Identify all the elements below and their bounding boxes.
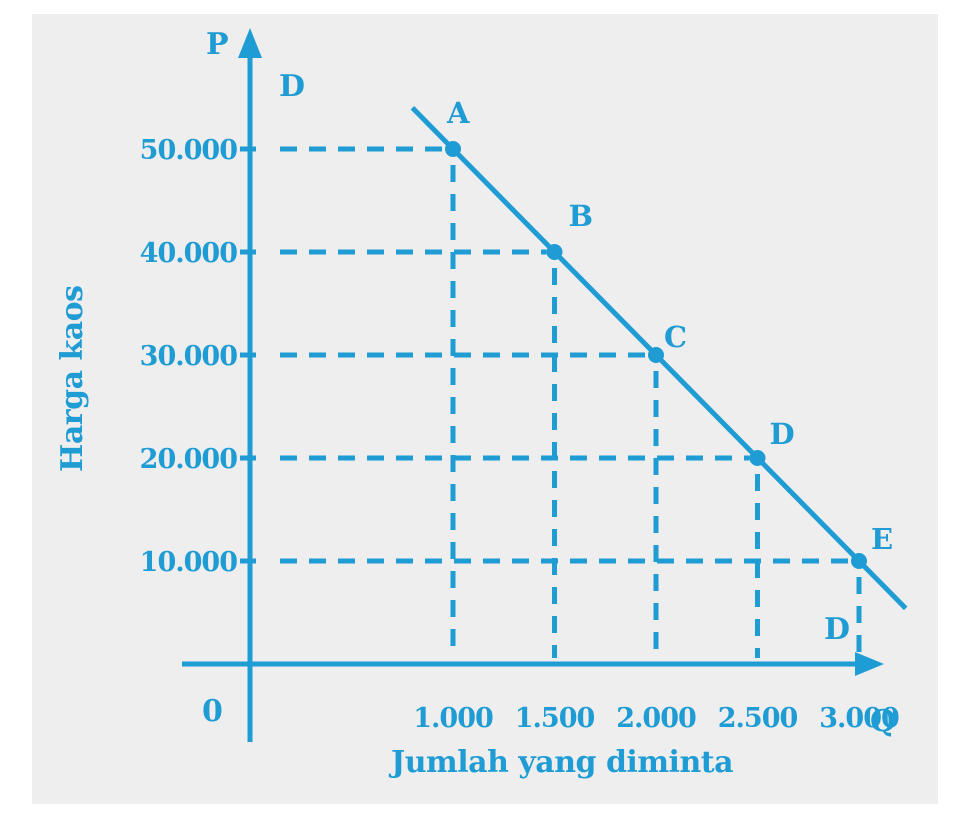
x-tick-label: 2.000 — [616, 703, 696, 734]
tick-marks: 10.000 20.000 30.000 40.000 50.000 1.000 1.500… — [140, 135, 900, 734]
chart-svg: 10.000 20.000 30.000 40.000 50.000 1.000 1.500… — [55, 27, 908, 780]
demand-chart: 10.000 20.000 30.000 40.000 50.000 1.000 1.500… — [32, 14, 938, 804]
data-point-label: B — [569, 199, 594, 233]
x-tick-label: 3.000 — [819, 703, 899, 734]
y-axis-symbol: P — [206, 27, 228, 62]
y-axis-title: Harga kaos — [55, 285, 90, 472]
x-axis-title: Jumlah yang diminta — [388, 745, 733, 780]
data-point-label: C — [664, 320, 687, 354]
x-axis-arrowhead — [855, 652, 884, 676]
data-point — [749, 450, 766, 466]
y-tick-label: 20.000 — [140, 444, 238, 475]
y-tick-label: 10.000 — [140, 547, 238, 578]
data-point-label: D — [770, 417, 795, 451]
data-point — [546, 244, 563, 260]
guide-lines — [280, 146, 862, 658]
data-point — [648, 347, 664, 363]
data-points: A B C D E — [445, 96, 893, 569]
x-tick-label: 1.000 — [413, 703, 493, 734]
origin-label: 0 — [202, 694, 222, 729]
curve-label-bottom: D — [824, 612, 850, 647]
data-point — [851, 553, 867, 569]
data-point — [445, 141, 461, 157]
y-tick-label: 40.000 — [140, 238, 238, 269]
x-tick-label: 2.500 — [718, 703, 798, 734]
axes — [182, 28, 884, 742]
data-point-label: E — [871, 522, 893, 556]
data-point-label: A — [446, 96, 470, 130]
x-tick-label: 1.500 — [515, 703, 595, 734]
y-axis-arrowhead — [238, 28, 262, 58]
curve-label-top: D — [279, 69, 305, 104]
y-tick-label: 50.000 — [140, 135, 238, 166]
x-axis-symbol: Q — [870, 704, 896, 739]
y-tick-label: 30.000 — [140, 341, 238, 372]
